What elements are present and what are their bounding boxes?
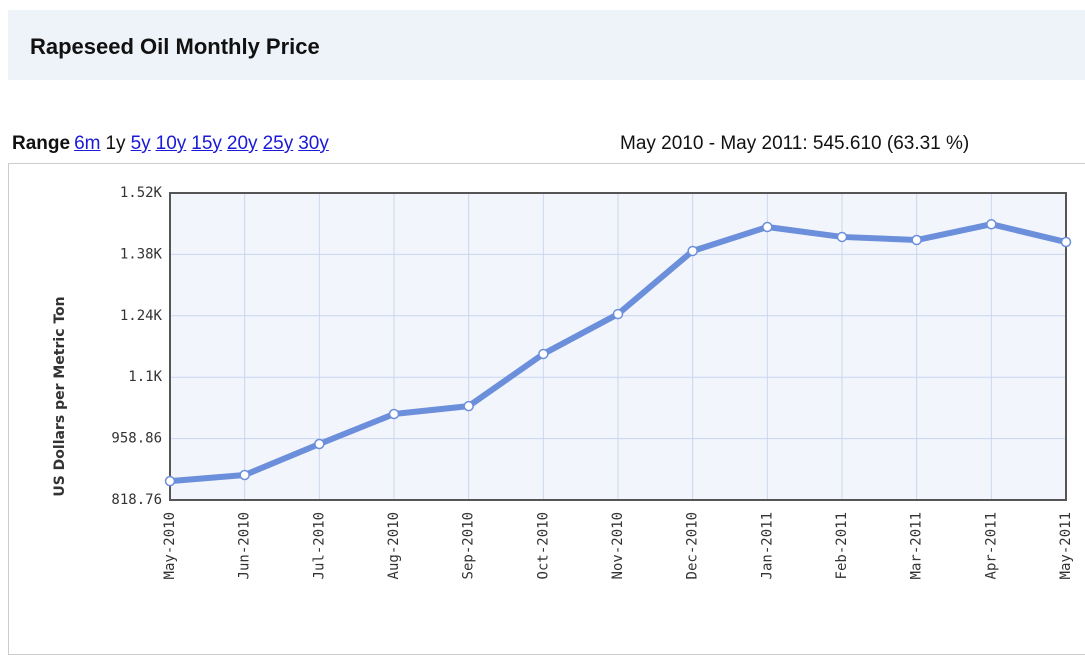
data-point: [612, 308, 624, 320]
range-link[interactable]: 10y: [155, 133, 187, 154]
range-link[interactable]: 20y: [226, 133, 258, 154]
data-point: [836, 231, 848, 243]
x-tick-label: Jul-2010: [311, 512, 327, 579]
x-tick-label: Oct-2010: [535, 512, 551, 579]
data-point: [538, 348, 549, 360]
x-tick-label: Sep-2010: [461, 512, 477, 579]
y-tick-label: 818.76: [111, 492, 162, 508]
y-tick-label: 1.38K: [120, 246, 163, 262]
x-tick-label: Mar-2011: [909, 512, 925, 579]
page-title: Rapeseed Oil Monthly Price: [30, 34, 320, 59]
range-link[interactable]: 5y: [130, 133, 151, 154]
data-point: [1060, 236, 1072, 248]
data-point: [687, 245, 698, 257]
x-tick-label: Apr-2011: [983, 512, 999, 579]
y-axis-label: US Dollars per Metric Ton: [52, 296, 68, 496]
y-tick-label: 1.1K: [128, 369, 162, 385]
y-tick-label: 1.52K: [120, 185, 163, 201]
data-point: [463, 400, 474, 412]
range-current: 1y: [105, 133, 126, 154]
range-link[interactable]: 6m: [74, 133, 101, 154]
data-point: [164, 475, 176, 487]
range-link[interactable]: 30y: [298, 133, 329, 154]
data-point: [762, 221, 773, 233]
x-tick-label: Jun-2010: [237, 512, 253, 579]
data-point: [911, 234, 922, 246]
x-tick-label: Aug-2010: [386, 512, 402, 579]
x-tick-label: Jan-2011: [759, 512, 775, 579]
data-point: [239, 469, 250, 481]
data-point: [986, 218, 997, 230]
data-point: [314, 438, 325, 450]
x-tick-label: May-2011: [1058, 512, 1074, 579]
x-tick-label: Nov-2010: [610, 512, 626, 579]
range-link[interactable]: 25y: [262, 133, 294, 154]
x-tick-label: May-2010: [162, 512, 178, 579]
x-tick-label: Feb-2011: [834, 512, 850, 579]
summary: May 2010 - May 2011: 545.610 (63.31 %): [620, 133, 970, 154]
y-tick-label: 958.86: [111, 431, 162, 447]
plot-border: [169, 192, 1067, 501]
x-tick-label: Dec-2010: [685, 512, 701, 579]
range-link[interactable]: 15y: [191, 133, 222, 154]
range-selector: Range 6m 1y 5y 10y 15y 20y 25y 30y: [12, 133, 334, 155]
y-tick-label: 1.24K: [120, 308, 163, 324]
data-point: [388, 408, 400, 420]
header: Rapeseed Oil Monthly Price: [8, 10, 1085, 80]
range-label: Range: [12, 133, 71, 154]
